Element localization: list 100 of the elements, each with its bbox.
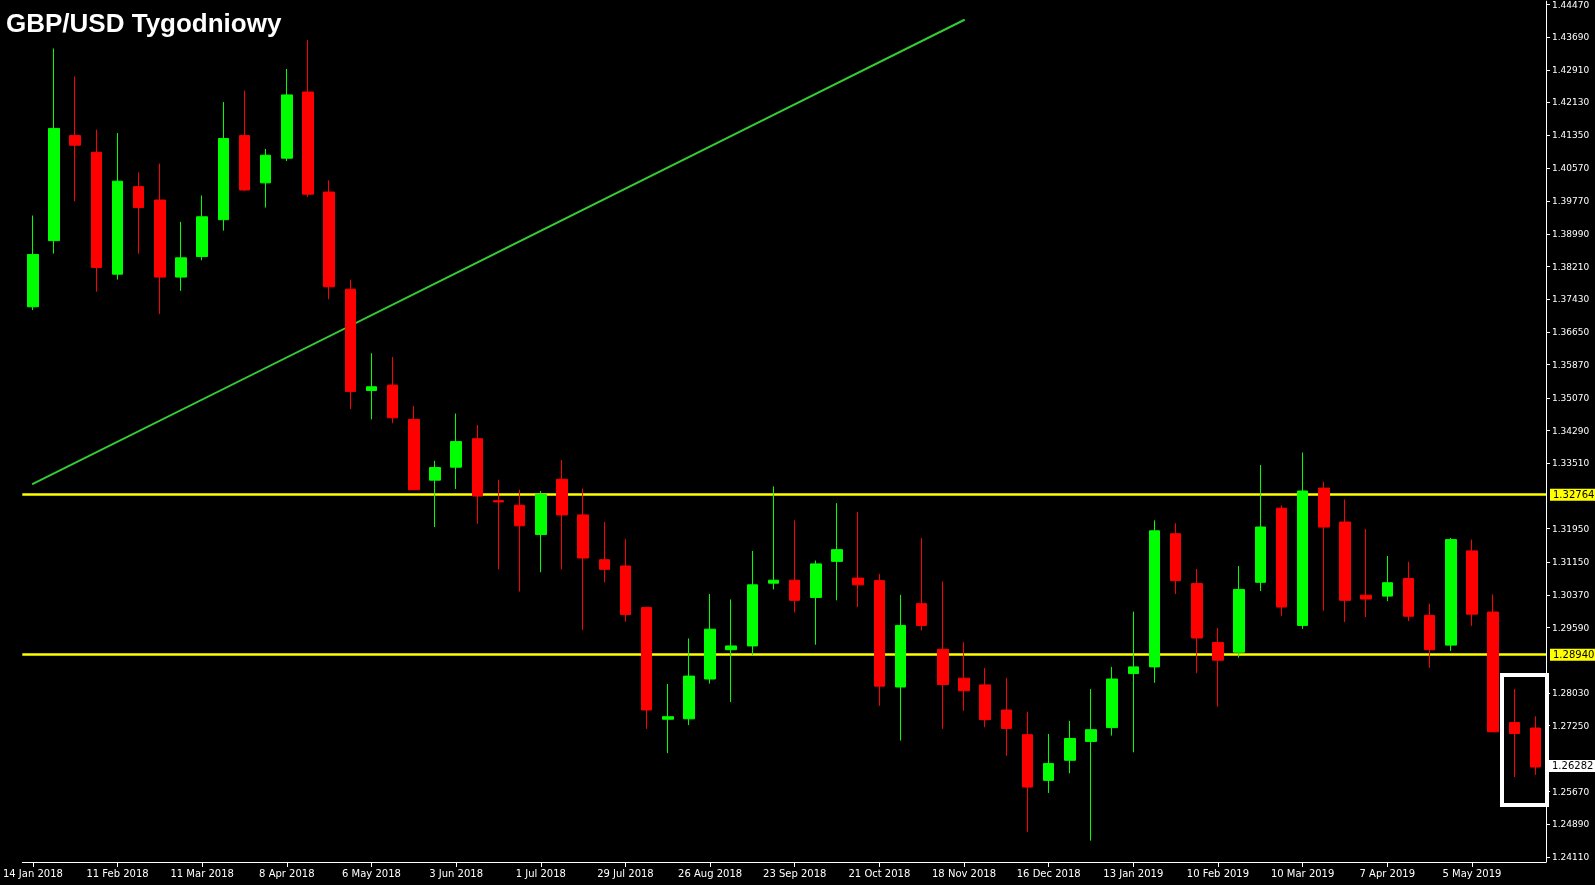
y-tick-label: 1.34290 (1552, 425, 1590, 436)
candlestick (641, 606, 652, 730)
candlestick (1043, 733, 1054, 794)
y-tick-label: 1.35070 (1552, 393, 1590, 404)
candlestick (1382, 555, 1393, 602)
x-tick-label: 8 Apr 2018 (259, 867, 315, 879)
candlestick (852, 511, 864, 608)
candlestick (450, 413, 462, 490)
candlestick (1424, 603, 1435, 669)
candlestick (683, 637, 695, 726)
y-tick-label: 1.24890 (1552, 819, 1590, 830)
candlestick (937, 580, 949, 730)
y-tick-label: 1.25670 (1552, 786, 1590, 797)
candlestick (1445, 537, 1457, 652)
candlestick (1191, 568, 1203, 674)
candlestick (408, 405, 420, 491)
x-tick-label: 13 Jan 2019 (1103, 867, 1164, 879)
y-tick-label: 1.38210 (1552, 261, 1590, 272)
text: 1.26282 (1552, 760, 1594, 772)
x-tick-label: 21 Oct 2018 (848, 867, 911, 879)
y-tick-label: 1.28030 (1552, 687, 1590, 698)
candlestick (1509, 688, 1520, 778)
x-tick-label: 23 Sep 2018 (763, 867, 827, 879)
y-tick-label: 1.31950 (1552, 523, 1590, 534)
y-tick-label: 1.30370 (1552, 589, 1590, 600)
y-tick-label: 1.35870 (1552, 359, 1590, 370)
candlestick (239, 90, 250, 192)
candlestick (1149, 519, 1160, 684)
y-tick-label: 1.31150 (1552, 557, 1590, 568)
candlestick (493, 479, 504, 570)
candlestick (514, 489, 525, 593)
candlestick (662, 683, 674, 754)
candlestick (1170, 522, 1181, 595)
candlestick (345, 279, 356, 410)
candlestick (91, 129, 102, 293)
candlestick (831, 502, 843, 601)
x-tick-label: 16 Dec 2018 (1016, 867, 1081, 879)
y-tick-label: 1.40570 (1552, 162, 1590, 173)
candlestick (196, 194, 208, 261)
x-tick-label: 10 Feb 2019 (1186, 867, 1250, 879)
x-tick-label: 29 Jul 2018 (597, 867, 654, 879)
candlestick (725, 598, 737, 703)
candlestick (1255, 464, 1266, 592)
y-tick-label: 1.33510 (1552, 458, 1590, 469)
candlestick (620, 538, 631, 623)
y-tick-label: 1.43690 (1552, 32, 1590, 43)
y-tick-label: 1.39770 (1552, 196, 1590, 207)
candlestick (281, 68, 293, 162)
candlestick (1339, 498, 1351, 623)
candlestick (429, 460, 441, 528)
candlestick (704, 593, 716, 685)
candlestick (472, 424, 483, 525)
y-tick-label: 1.42130 (1552, 97, 1590, 108)
candlestick (175, 221, 187, 292)
candlestick (747, 550, 758, 656)
candlestick (1212, 627, 1224, 708)
y-tick-label: 1.38990 (1552, 228, 1590, 239)
candlestick (27, 215, 39, 311)
x-tick-label: 6 May 2018 (342, 867, 401, 879)
candlestick (1233, 565, 1245, 659)
x-tick-label: 3 Jun 2018 (429, 867, 484, 879)
candlestick (1403, 561, 1414, 622)
candlestick (1276, 504, 1287, 617)
y-tick-label: 1.37430 (1552, 294, 1590, 305)
candlestick (1001, 677, 1012, 757)
x-tick-label: 1 Jul 2018 (515, 867, 566, 879)
candlestick (1106, 666, 1118, 737)
x-tick-label: 14 Jan 2018 (2, 867, 63, 879)
x-tick-label: 18 Nov 2018 (932, 867, 997, 879)
candlestick (69, 76, 81, 202)
candlestick (1318, 481, 1330, 612)
candlestick (1022, 711, 1033, 833)
candlestick (1128, 611, 1139, 753)
candlestick (218, 101, 229, 232)
y-tick-label: 1.41350 (1552, 130, 1590, 141)
candlestick (810, 560, 822, 646)
ref-line-label: 1.32764 (1553, 489, 1595, 501)
x-tick-label: 11 Mar 2018 (170, 867, 234, 879)
candlestick (323, 179, 335, 300)
candlestick (535, 490, 547, 573)
candlestick (958, 641, 970, 712)
candlestick (260, 148, 271, 209)
y-tick-label: 1.42910 (1552, 64, 1590, 75)
candlestick (1530, 715, 1541, 776)
y-tick-label: 1.44470 (1552, 0, 1590, 10)
candlestick (768, 485, 779, 590)
y-tick-label: 1.36650 (1552, 326, 1590, 337)
y-tick-label: 1.24110 (1552, 851, 1590, 862)
candlestick (133, 171, 144, 255)
candlestick (1466, 539, 1478, 627)
candlestick (302, 39, 314, 198)
candlestick (577, 488, 589, 631)
candlestick (1064, 720, 1076, 774)
candlestick (387, 356, 398, 424)
candlestick (154, 163, 166, 315)
x-tick-label: 10 Mar 2019 (1270, 867, 1335, 879)
x-tick-label: 26 Aug 2018 (678, 867, 743, 879)
x-tick-label: 7 Apr 2019 (1359, 867, 1416, 879)
candlestick (1297, 452, 1308, 630)
candlestick (599, 521, 610, 583)
